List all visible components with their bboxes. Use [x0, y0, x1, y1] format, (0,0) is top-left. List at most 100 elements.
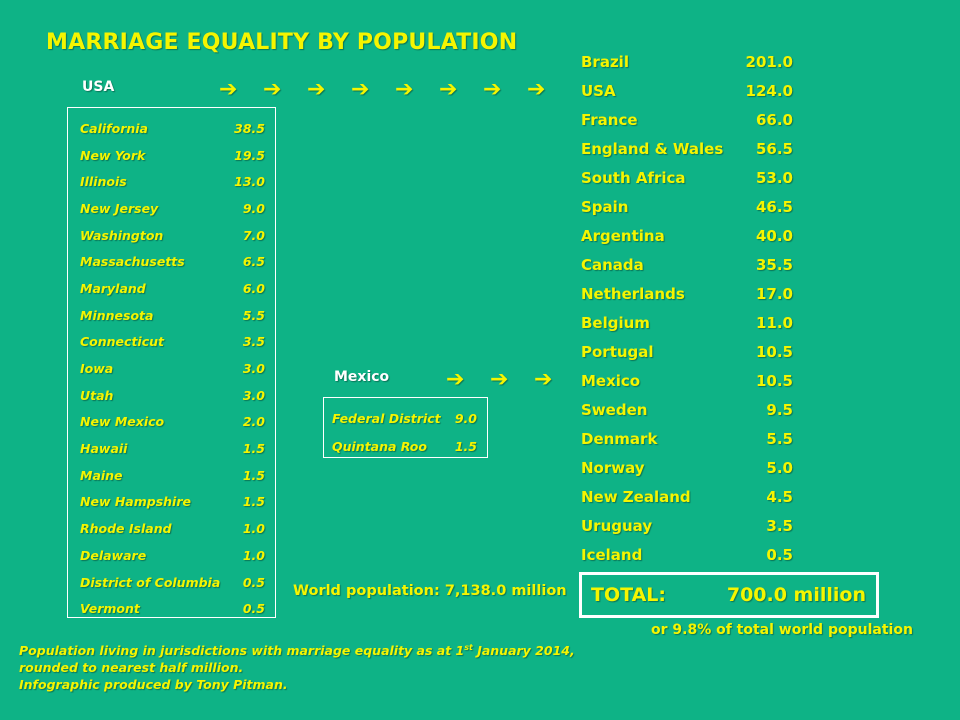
country-value: 11.0 [755, 313, 793, 332]
country-name: New Zealand [581, 487, 691, 506]
total-label: TOTAL: [591, 584, 667, 606]
country-value: 35.5 [755, 255, 793, 274]
state-name: Utah [80, 387, 114, 403]
country-value: 10.5 [755, 371, 793, 390]
state-name: Rhode Island [80, 521, 172, 537]
footnote: Population living in jurisdictions with … [19, 642, 575, 693]
country-row: Brazil 201.0 [581, 47, 793, 76]
footnote-line-1: Population living in jurisdictions with … [19, 642, 575, 658]
state-value: 1.0 [242, 521, 265, 537]
state-value: 3.5 [242, 334, 265, 350]
country-name: Belgium [581, 313, 650, 332]
country-row: Iceland 0.5 [581, 540, 793, 569]
state-row: Federal District 9.0 [324, 405, 487, 433]
country-name: England & Wales [581, 139, 724, 158]
country-value: 46.5 [755, 197, 793, 216]
state-value: 3.0 [242, 387, 265, 403]
state-name: New Hampshire [80, 494, 191, 510]
country-name: France [581, 110, 638, 129]
state-name: Iowa [80, 361, 114, 377]
state-name: Maryland [80, 280, 146, 296]
country-value: 5.5 [766, 429, 793, 448]
state-row: Hawaii 1.5 [68, 435, 275, 462]
usa-states-box: California 38.5 New York 19.5 Illinois 13.0 Ne… [67, 107, 276, 618]
state-name: New Jersey [80, 200, 159, 216]
state-name: New Mexico [80, 414, 165, 430]
state-value: 19.5 [234, 147, 265, 163]
total-value: 700.0 million [726, 584, 866, 606]
arrow-right-icon: ➔ [534, 367, 553, 392]
country-list: Brazil 201.0 USA 124.0 France 66.0 England & W… [581, 47, 793, 569]
country-row: Netherlands 17.0 [581, 279, 793, 308]
arrow-right-icon: ➔ [395, 77, 414, 102]
country-value: 17.0 [755, 284, 793, 303]
state-value: 1.5 [242, 467, 265, 483]
state-row: Minnesota 5.5 [68, 302, 275, 329]
state-row: New Mexico 2.0 [68, 409, 275, 436]
state-row: Utah 3.0 [68, 382, 275, 409]
country-value: 3.5 [766, 516, 793, 535]
state-value: 2.0 [242, 414, 265, 430]
state-value: 1.5 [242, 441, 265, 457]
state-value: 3.0 [242, 361, 265, 377]
state-row: Massachusetts 6.5 [68, 248, 275, 275]
state-value: 1.5 [454, 438, 477, 454]
usa-arrows: ➔ ➔ ➔ ➔ ➔ ➔ ➔ ➔ [219, 79, 571, 101]
country-name: Uruguay [581, 516, 653, 535]
country-name: Spain [581, 197, 629, 216]
footnote-line-2: rounded to nearest half million. [19, 660, 244, 675]
state-name: District of Columbia [80, 574, 221, 590]
state-value: 5.5 [242, 307, 265, 323]
country-value: 124.0 [745, 81, 793, 100]
state-row: Vermont 0.5 [68, 595, 275, 622]
total-percent-note: or 9.8% of total world population [651, 622, 913, 638]
arrow-right-icon: ➔ [263, 77, 282, 102]
state-name: California [80, 120, 148, 136]
arrow-right-icon: ➔ [490, 367, 509, 392]
arrow-right-icon: ➔ [219, 77, 238, 102]
country-name: Netherlands [581, 284, 685, 303]
country-name: Iceland [581, 545, 643, 564]
state-value: 0.5 [242, 601, 265, 617]
country-name: Denmark [581, 429, 658, 448]
country-value: 5.0 [766, 458, 793, 477]
state-name: Maine [80, 467, 123, 483]
arrow-right-icon: ➔ [527, 77, 546, 102]
state-name: Washington [80, 227, 164, 243]
page-title: MARRIAGE EQUALITY BY POPULATION [46, 30, 518, 55]
country-row: Portugal 10.5 [581, 337, 793, 366]
state-row: New Hampshire 1.5 [68, 489, 275, 516]
state-value: 13.0 [234, 174, 265, 190]
country-name: Canada [581, 255, 644, 274]
country-value: 56.5 [755, 139, 793, 158]
state-value: 9.0 [242, 200, 265, 216]
arrow-right-icon: ➔ [446, 367, 465, 392]
country-row: Spain 46.5 [581, 192, 793, 221]
country-row: New Zealand 4.5 [581, 482, 793, 511]
country-name: Mexico [581, 371, 641, 390]
footnote-line-3: Infographic produced by Tony Pitman. [19, 677, 288, 692]
country-row: Belgium 11.0 [581, 308, 793, 337]
country-name: Argentina [581, 226, 665, 245]
country-row: South Africa 53.0 [581, 163, 793, 192]
country-name: South Africa [581, 168, 686, 187]
country-name: Portugal [581, 342, 654, 361]
country-name: Brazil [581, 52, 629, 71]
state-value: 6.0 [242, 280, 265, 296]
state-name: Delaware [80, 547, 147, 563]
state-name: Federal District [332, 411, 441, 427]
state-row: Connecticut 3.5 [68, 329, 275, 356]
arrow-right-icon: ➔ [351, 77, 370, 102]
country-name: Sweden [581, 400, 648, 419]
state-row: Illinois 13.0 [68, 168, 275, 195]
country-row: Argentina 40.0 [581, 221, 793, 250]
state-name: Hawaii [80, 441, 128, 457]
state-name: Vermont [80, 601, 140, 617]
state-value: 1.0 [242, 547, 265, 563]
total-box: TOTAL: 700.0 million [579, 572, 879, 618]
state-value: 0.5 [242, 574, 265, 590]
state-name: Quintana Roo [332, 438, 427, 454]
country-value: 10.5 [755, 342, 793, 361]
state-row: California 38.5 [68, 115, 275, 142]
world-population: World population: 7,138.0 million [293, 583, 567, 599]
